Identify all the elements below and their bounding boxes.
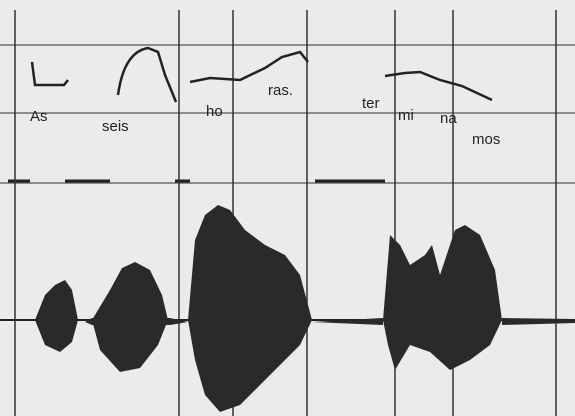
syllable: mi — [398, 107, 414, 124]
figure: As seis ho ras. ter mi na mos — [0, 0, 575, 416]
syllable: seis — [102, 118, 129, 135]
syllable: ho — [206, 103, 223, 120]
syllable: mos — [472, 131, 500, 148]
syllable: As — [30, 108, 48, 125]
syllable: ter — [362, 95, 380, 112]
syllable: na — [440, 110, 457, 127]
syllable: ras. — [268, 82, 293, 99]
